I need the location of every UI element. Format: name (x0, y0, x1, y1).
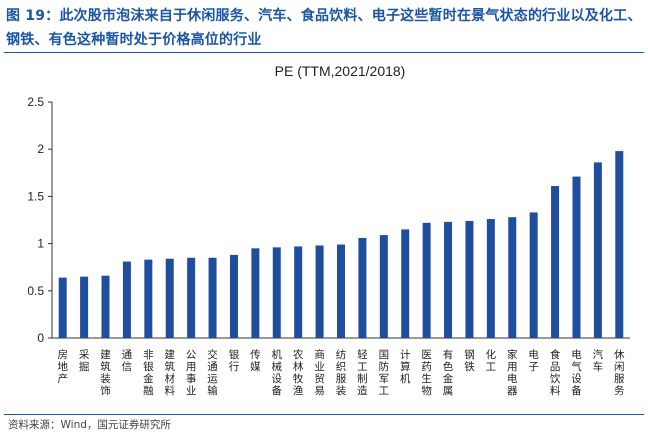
category-label: 有色金属 (443, 348, 454, 397)
bar (187, 257, 196, 338)
bar (294, 246, 303, 338)
category-label: 机械设备 (272, 348, 283, 397)
bar (208, 257, 217, 338)
chart-title: PE (TTM,2021/2018) (275, 63, 406, 79)
bar (80, 276, 89, 338)
category-label: 电气设备 (571, 348, 582, 397)
y-tick-label: 0.5 (27, 284, 44, 298)
category-label: 化工 (486, 348, 497, 373)
category-label: 采掘 (79, 349, 90, 373)
category-label: 交通运输 (207, 348, 218, 397)
category-label: 建筑装饰 (100, 348, 111, 397)
bar (615, 151, 624, 338)
category-label: 计算机 (400, 348, 411, 385)
category-labels: 房地产采掘建筑装饰通信非银金融建筑材料公用事业交通运输银行传媒机械设备农林牧渔商… (57, 348, 625, 397)
bar (401, 229, 410, 338)
bar (508, 217, 517, 338)
y-tick-label: 1 (37, 237, 44, 251)
y-tick-label: 2 (37, 142, 44, 156)
category-label: 商业贸易 (314, 348, 325, 397)
title-divider (4, 52, 644, 53)
category-label: 休闲服务 (614, 349, 625, 397)
bar (122, 261, 131, 338)
bar-series (58, 151, 624, 338)
category-label: 公用事业 (186, 349, 197, 397)
category-label: 轻工制造 (357, 348, 368, 397)
category-label: 农林牧渔 (293, 348, 304, 397)
bar (101, 275, 110, 338)
category-label: 传媒 (250, 349, 261, 373)
category-label: 汽车 (593, 348, 604, 373)
bar (337, 244, 345, 338)
figure-title: 图 19：此次股市泡沫来自于休闲服务、汽车、食品饮料、电子这些暂时在景气状态的行… (6, 8, 642, 48)
bar (551, 186, 560, 338)
category-label: 国防军工 (379, 349, 390, 397)
category-label: 非银金融 (143, 349, 154, 397)
bar (486, 219, 495, 338)
category-label: 银行 (229, 348, 240, 373)
bar (422, 222, 431, 338)
bar (444, 221, 453, 338)
y-axis: 0 0.5 1 1.5 2 2.5 (27, 95, 53, 345)
bar (358, 237, 367, 338)
bar (572, 176, 581, 338)
bar (529, 212, 538, 338)
category-label: 食品饮料 (550, 348, 561, 397)
category-label: 医药生物 (421, 349, 432, 397)
bar (229, 254, 238, 338)
category-label: 房地产 (57, 348, 68, 385)
category-label: 电子 (528, 348, 539, 373)
category-label: 通信 (122, 349, 133, 373)
category-label: 钢铁 (464, 348, 475, 373)
category-label: 家用电器 (507, 348, 518, 397)
bar (465, 220, 474, 338)
bar (144, 259, 153, 338)
category-label: 纺织服装 (336, 348, 347, 397)
y-tick-label: 0 (37, 331, 44, 345)
category-label: 建筑材料 (164, 348, 175, 397)
y-tick-label: 1.5 (27, 189, 44, 203)
bar (58, 277, 67, 338)
footer-divider (4, 414, 644, 415)
bar (379, 235, 388, 338)
y-tick-label: 2.5 (27, 95, 44, 109)
bar (315, 245, 324, 338)
source-note: 资料来源：Wind，国元证券研究所 (8, 419, 171, 431)
bar (593, 162, 602, 338)
bar (272, 247, 281, 338)
bar (165, 258, 174, 338)
bar (251, 248, 260, 338)
bar-chart: PE (TTM,2021/2018) 0 0.5 1 1.5 2 2.5 房地产采掘建筑装… (27, 63, 630, 397)
